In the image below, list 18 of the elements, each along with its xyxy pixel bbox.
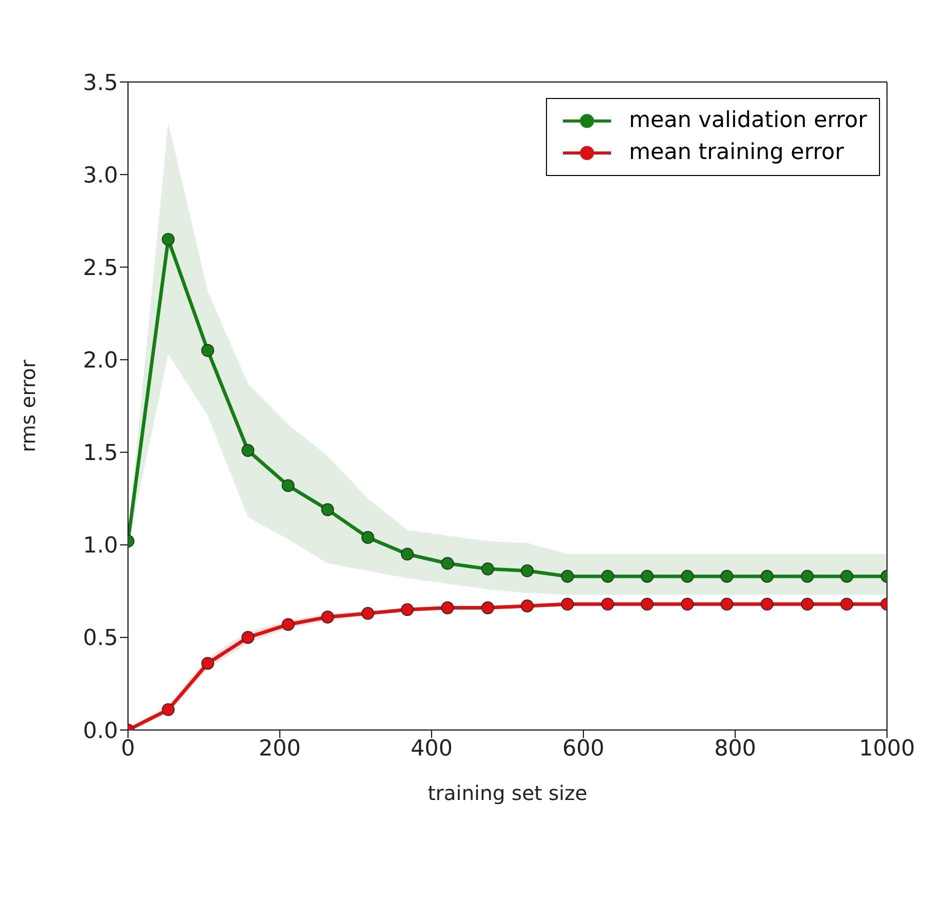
y-tick-label: 3.0 (83, 163, 118, 188)
y-tick-label: 0.0 (83, 718, 118, 744)
y-axis-title: rms error (16, 358, 40, 452)
legend-label: mean training error (629, 139, 844, 167)
y-tick-label: 3.5 (83, 70, 118, 96)
legend-label: mean validation error (629, 107, 867, 135)
x-tick-label: 400 (410, 736, 453, 762)
x-tick-label: 800 (714, 736, 756, 762)
y-tick-label: 0.5 (83, 626, 118, 652)
y-tick-label: 2.0 (83, 348, 118, 374)
x-tick-label: 0 (121, 736, 135, 762)
x-tick-label: 600 (562, 736, 604, 762)
x-tick-label: 200 (258, 736, 301, 762)
y-tick-label: 1.5 (83, 441, 118, 466)
y-tick-label: 1.0 (83, 534, 118, 559)
x-axis-title: training set size (428, 781, 588, 805)
y-tick-label: 2.5 (83, 256, 118, 281)
x-tick-label: 1000 (859, 736, 915, 762)
